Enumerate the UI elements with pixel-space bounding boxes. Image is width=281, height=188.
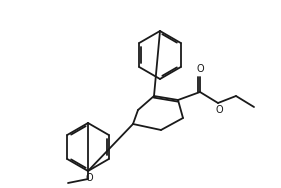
Text: O: O: [196, 64, 204, 74]
Text: O: O: [85, 173, 93, 183]
Text: O: O: [215, 105, 223, 115]
